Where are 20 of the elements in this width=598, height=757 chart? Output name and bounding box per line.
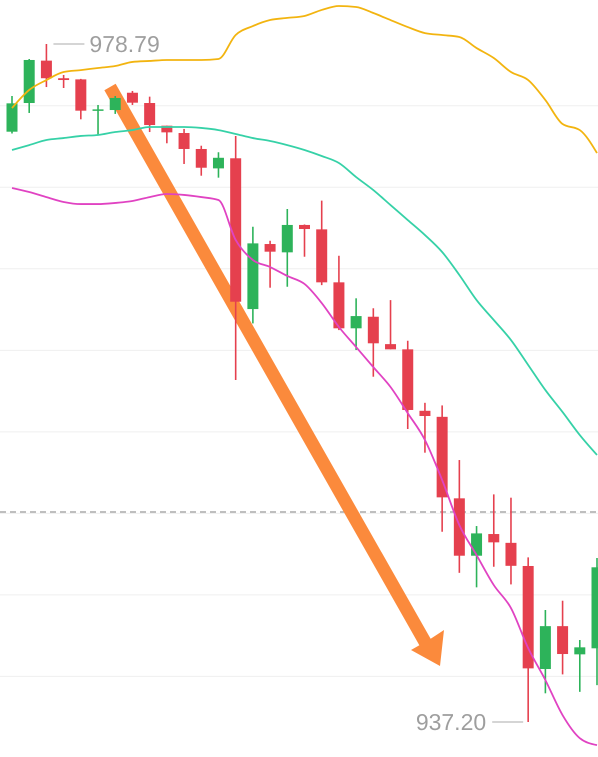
annotation: 937.20 — [416, 709, 486, 735]
candlestick — [110, 95, 121, 115]
candlestick — [58, 74, 70, 89]
candlestick — [92, 104, 104, 136]
candlestick — [574, 639, 586, 693]
candlestick — [178, 128, 190, 165]
candlestick — [488, 494, 500, 568]
candlestick — [471, 525, 482, 588]
candlestick — [505, 496, 516, 586]
candlestick — [385, 299, 396, 350]
candlestick — [212, 151, 224, 178]
candlestick — [144, 96, 156, 133]
candlestick — [40, 43, 52, 88]
candlestick — [299, 224, 310, 258]
candlestick — [126, 90, 138, 106]
candlestick — [419, 402, 430, 454]
candlestick — [350, 298, 362, 351]
candlestick — [196, 144, 207, 177]
candlestick — [264, 240, 276, 289]
annotation: 978.79 — [89, 31, 160, 57]
